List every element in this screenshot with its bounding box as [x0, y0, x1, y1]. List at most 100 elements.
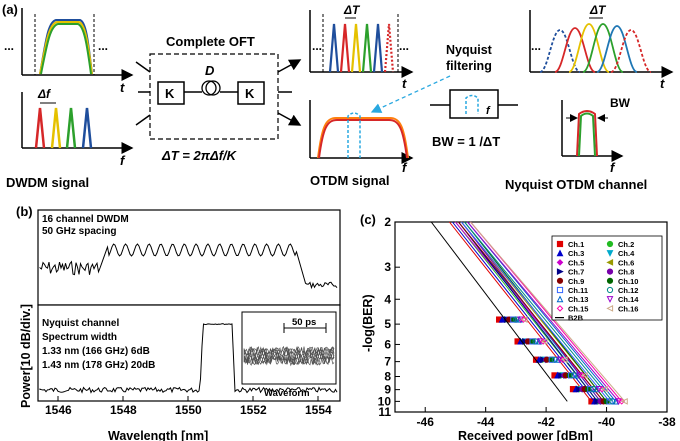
ber-legend-marker [606, 240, 614, 248]
ber-series-ch12 [464, 221, 616, 405]
dwdm-signal-caption: DWDM signal [6, 175, 89, 190]
dwdm-time-plot: ... ... t [4, 8, 134, 95]
nyquist-f-axis-label: f [610, 160, 616, 175]
nyquist-filter-box [449, 89, 499, 119]
ber-legend-box [551, 235, 663, 321]
ber-series-ch16 [470, 221, 628, 405]
ber-fit-line [470, 221, 626, 402]
ber-legend-marker [606, 250, 614, 257]
ber-fit-line [458, 221, 598, 402]
ber-y-tick-label: 7 [384, 355, 391, 369]
ber-legend-label: Ch.7 [568, 268, 584, 277]
ber-x-label: Received power [dBm] [458, 429, 593, 441]
ber-series [430, 221, 628, 406]
nyq-text-4: 1.43 nm (178 GHz) 20dB [42, 360, 155, 371]
ber-legend-item: Ch.4 [606, 249, 635, 258]
nyquist-time-plot: ΔT ... t [529, 3, 674, 91]
nyquist-filtering-line1: Nyquist [446, 43, 493, 57]
spectrum-bottom-frame: Nyquist channel Spectrum width 1.33 nm (… [37, 304, 341, 402]
ber-fit-line [449, 221, 592, 402]
ber-legend-label: Ch.1 [568, 240, 584, 249]
ber-legend-label: Ch.6 [618, 258, 634, 267]
ber-legend-item: Ch.1 [556, 240, 584, 249]
ber-legend-item: Ch.7 [556, 268, 584, 277]
ber-point [595, 386, 603, 393]
ber-legend-item: Ch.8 [606, 268, 634, 277]
waveform-inset: 50 ps Waveform [241, 311, 337, 399]
otdm-delta-t: ΔT [343, 3, 361, 17]
spectrum-x-label: Wavelength [nm] [108, 429, 208, 441]
ber-legend-label: Ch.5 [568, 258, 584, 267]
ber-legend-marker [556, 286, 564, 294]
ber-y-tick-label: 5 [384, 317, 391, 331]
nyquist-t-axis-label: t [660, 76, 665, 91]
oft-k-left: K [165, 86, 175, 101]
bw-equation: BW = 1 /ΔT [432, 134, 500, 149]
ber-y-tick-label: 10 [378, 394, 392, 408]
ber-x-tick-label: -40 [598, 415, 616, 429]
inset-waveform-label: Waveform [264, 388, 310, 399]
otdm-freq-plot: f [309, 100, 414, 175]
oft-k-right: K [245, 86, 255, 101]
ber-fit-line [461, 221, 610, 402]
ber-point [580, 371, 588, 379]
ber-legend-marker [606, 258, 614, 266]
ber-point [615, 398, 623, 406]
ber-point [575, 372, 583, 380]
ber-legend-item: Ch.3 [556, 249, 584, 258]
otdm-signal-caption: OTDM signal [310, 173, 389, 188]
nyq-text-1: Nyquist channel [42, 318, 119, 329]
ber-legend-item: Ch.11 [556, 286, 588, 295]
dwdm-time-left-dots: ... [4, 39, 14, 53]
ber-legend-marker [606, 277, 614, 284]
ber-series-b2b [430, 221, 568, 402]
otdm-time-plot: ΔT ... ... t [309, 3, 414, 91]
ber-legend-item: Ch.10 [606, 277, 638, 286]
ber-legend-item: Ch.13 [556, 295, 588, 304]
dwdm-time-right-dots: ... [98, 39, 108, 53]
ber-legend-marker [556, 268, 564, 276]
ber-y-tick-label: 9 [384, 383, 391, 397]
ber-legend-marker [606, 296, 614, 303]
nyquist-filtering-line2: filtering [446, 59, 492, 73]
ber-legend-marker [556, 295, 564, 303]
ber-legend-marker [556, 249, 564, 257]
ber-legend-label: Ch.14 [618, 295, 639, 304]
spectrum-x-tick-label: 1554 [305, 403, 332, 417]
dwdm-text-1: 16 channel DWDM [42, 214, 129, 225]
nyquist-time-dots: ... [531, 39, 541, 53]
ber-legend-item: Ch.5 [556, 258, 584, 267]
oft-title: Complete OFT [166, 34, 255, 49]
nyquist-spectrum-trace [39, 323, 338, 394]
ber-point [620, 397, 628, 405]
ber-legend-label: Ch.15 [568, 304, 588, 313]
ber-x-tick-label: -38 [658, 415, 676, 429]
ber-legend-item: Ch.9 [556, 277, 584, 286]
panel-b-label: (b) [16, 204, 33, 219]
ber-point [567, 372, 575, 379]
ber-legend-label: Ch.12 [618, 286, 638, 295]
spectrum-x-tick-label: 1546 [45, 403, 72, 417]
ber-y-tick-label: 8 [384, 370, 391, 384]
ber-point [548, 356, 555, 363]
oft-k-box-left [157, 81, 185, 105]
ber-legend-marker [606, 304, 614, 312]
oft-equation: ΔT = 2πΔf/K [161, 148, 238, 163]
ber-point [600, 385, 608, 393]
inset-scale-label: 50 ps [292, 317, 316, 328]
nyquist-channel-caption: Nyquist OTDM channel [505, 177, 647, 192]
ber-point [520, 316, 527, 323]
ber-legend-marker [606, 268, 614, 275]
spectrum-y-label: Power[10 dB/div.] [19, 304, 33, 408]
ber-point [560, 356, 568, 364]
ber-legend-label: B2B [568, 314, 584, 323]
ber-legend-label: Ch.8 [618, 268, 634, 277]
ber-x-tick-label: -44 [477, 415, 495, 429]
otdm-t-axis-label: t [402, 76, 407, 91]
ber-fit-line [430, 221, 568, 402]
ber-point [510, 316, 517, 323]
ber-y-tick-label: 4 [384, 292, 391, 306]
ber-legend-item: Ch.16 [606, 304, 638, 313]
spectrum-x-tick-label: 1550 [175, 403, 202, 417]
panel-c-label: (c) [360, 212, 376, 227]
